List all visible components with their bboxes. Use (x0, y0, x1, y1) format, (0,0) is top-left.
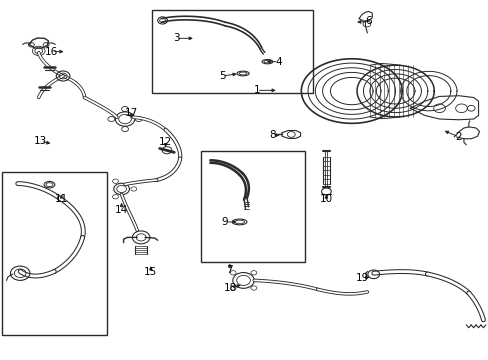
Bar (1, 172, 106, 335)
Text: 17: 17 (124, 108, 138, 118)
Ellipse shape (239, 72, 246, 75)
Text: 4: 4 (275, 57, 282, 67)
Text: 13: 13 (34, 136, 47, 146)
Ellipse shape (46, 183, 53, 186)
Text: 2: 2 (455, 132, 462, 142)
Ellipse shape (232, 219, 246, 225)
Text: 12: 12 (159, 137, 172, 147)
Text: 16: 16 (45, 46, 59, 57)
Bar (152, 10, 312, 93)
Ellipse shape (237, 71, 248, 76)
Text: 8: 8 (269, 130, 276, 140)
Text: 6: 6 (365, 17, 371, 27)
Text: 15: 15 (144, 267, 157, 277)
Text: 1: 1 (253, 85, 260, 95)
Ellipse shape (262, 59, 272, 64)
Text: 9: 9 (221, 217, 228, 227)
Bar (200, 151, 305, 262)
Text: 10: 10 (319, 194, 332, 204)
Text: 14: 14 (115, 205, 128, 215)
Text: 18: 18 (224, 283, 237, 293)
Ellipse shape (44, 181, 55, 188)
Ellipse shape (234, 220, 244, 224)
Text: 3: 3 (173, 33, 179, 43)
Text: 19: 19 (355, 273, 368, 283)
Text: 7: 7 (226, 265, 233, 275)
Text: 11: 11 (55, 194, 68, 204)
Text: 5: 5 (219, 71, 225, 81)
Ellipse shape (264, 60, 270, 63)
